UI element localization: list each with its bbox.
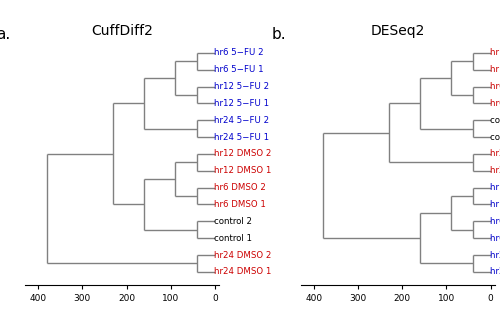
Text: hr12 DMSO 1: hr12 DMSO 1 — [214, 166, 272, 175]
Text: hr6 DMSO 1: hr6 DMSO 1 — [214, 200, 266, 209]
Text: hr6 DMSO 2: hr6 DMSO 2 — [490, 82, 500, 91]
Text: hr12 DMSO 1: hr12 DMSO 1 — [490, 65, 500, 74]
Text: hr12 DMSO 2: hr12 DMSO 2 — [214, 150, 272, 158]
Text: b.: b. — [272, 27, 286, 42]
Text: control 1: control 1 — [490, 133, 500, 142]
Text: hr24 DMSO 2: hr24 DMSO 2 — [490, 150, 500, 158]
Text: a.: a. — [0, 27, 10, 42]
Text: hr6 5−FU 2: hr6 5−FU 2 — [214, 48, 264, 57]
Text: hr24 5−FU 2: hr24 5−FU 2 — [214, 116, 269, 125]
Text: hr6 DMSO 1: hr6 DMSO 1 — [490, 99, 500, 108]
Text: hr12 DMSO 2: hr12 DMSO 2 — [490, 48, 500, 57]
Text: control 1: control 1 — [214, 234, 252, 243]
Text: hr12 5−FU 1: hr12 5−FU 1 — [490, 200, 500, 209]
Text: control 2: control 2 — [490, 116, 500, 125]
Title: DESeq2: DESeq2 — [370, 24, 425, 38]
Text: hr24 DMSO 1: hr24 DMSO 1 — [490, 166, 500, 175]
Text: hr24 DMSO 2: hr24 DMSO 2 — [214, 251, 272, 259]
Text: hr24 DMSO 1: hr24 DMSO 1 — [214, 267, 272, 277]
Text: hr24 5−FU 1: hr24 5−FU 1 — [214, 133, 269, 142]
Text: hr24 5−FU 1: hr24 5−FU 1 — [490, 267, 500, 277]
Text: control 2: control 2 — [214, 217, 252, 226]
Text: hr6 DMSO 2: hr6 DMSO 2 — [214, 183, 266, 192]
Title: CuffDiff2: CuffDiff2 — [91, 24, 153, 38]
Text: hr6 5−FU 1: hr6 5−FU 1 — [490, 234, 500, 243]
Text: hr6 5−FU 2: hr6 5−FU 2 — [490, 217, 500, 226]
Text: hr12 5−FU 2: hr12 5−FU 2 — [490, 183, 500, 192]
Text: hr12 5−FU 2: hr12 5−FU 2 — [214, 82, 269, 91]
Text: hr24 5−FU 2: hr24 5−FU 2 — [490, 251, 500, 259]
Text: hr6 5−FU 1: hr6 5−FU 1 — [214, 65, 264, 74]
Text: hr12 5−FU 1: hr12 5−FU 1 — [214, 99, 269, 108]
